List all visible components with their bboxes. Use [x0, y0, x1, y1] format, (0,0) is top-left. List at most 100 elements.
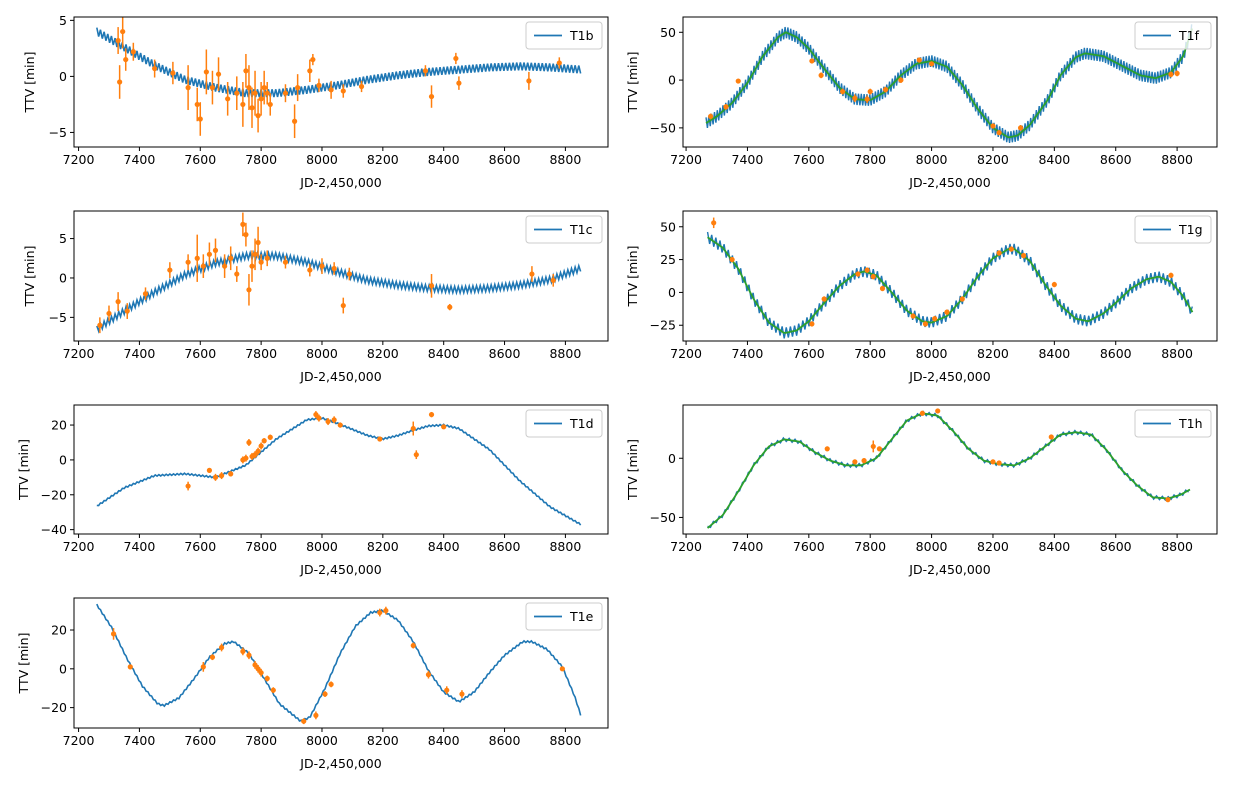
data-point — [855, 271, 861, 277]
data-point — [959, 296, 965, 302]
data-point — [383, 608, 389, 614]
data-point — [876, 446, 883, 452]
legend-box — [1134, 215, 1212, 244]
data-point — [228, 255, 234, 261]
x-tick-label: 7400 — [124, 346, 156, 361]
data-point — [301, 718, 307, 724]
legend: T1e — [525, 602, 603, 631]
data-point — [261, 438, 267, 444]
y-tick-label: −20 — [41, 700, 67, 715]
data-point — [377, 609, 383, 616]
data-point — [313, 411, 319, 418]
data-point — [255, 113, 261, 119]
data-point — [328, 87, 334, 93]
data-point — [456, 80, 462, 86]
x-axis-label: JD-2,450,000 — [299, 562, 381, 577]
data-point — [864, 267, 870, 273]
data-point — [282, 90, 289, 96]
data-point — [809, 58, 815, 64]
data-point — [307, 267, 313, 273]
legend: T1b — [525, 21, 603, 50]
panel-t1h: 7200 7400 7600 7800 8000 8200 8400 8600 8800 −50 0… — [625, 404, 1218, 577]
data-point — [319, 263, 325, 269]
x-axis-label: JD-2,450,000 — [299, 756, 381, 771]
data-point — [1165, 497, 1171, 503]
y-tick-label: −5 — [49, 310, 67, 325]
data-point — [879, 285, 886, 292]
y-tick-label: −40 — [41, 522, 67, 537]
legend-box — [1134, 21, 1212, 50]
y-tick-label: 25 — [660, 252, 676, 267]
x-tick-label: 8000 — [306, 152, 338, 167]
x-tick-label: 8000 — [306, 539, 338, 554]
panel-t1e: 7200 7400 7600 7800 8000 8200 8400 8600 8800 −20 0… — [16, 597, 609, 771]
y-axis-label: TTV [min] — [625, 52, 640, 114]
data-point — [428, 93, 435, 100]
data-point — [120, 28, 126, 35]
data-point — [735, 78, 741, 84]
data-point — [124, 308, 130, 314]
data-point — [413, 452, 419, 458]
data-point — [422, 68, 429, 74]
data-point — [252, 662, 258, 668]
x-tick-label: 8800 — [549, 152, 581, 167]
data-point — [258, 259, 264, 265]
data-point — [215, 71, 222, 77]
y-tick-label: 5 — [59, 13, 67, 28]
data-point — [212, 247, 219, 253]
data-point — [258, 670, 264, 676]
data-point — [291, 118, 298, 124]
panel-t1b: 7200 7400 7600 7800 8000 8200 8400 8600 8800 −5 0 5… — [22, 13, 609, 190]
data-point — [123, 56, 129, 63]
data-point — [258, 96, 264, 102]
y-axis-label: TTV [min] — [625, 439, 640, 501]
data-point — [990, 459, 996, 465]
x-tick-label: 8000 — [916, 152, 948, 167]
x-tick-label: 8800 — [1161, 346, 1193, 361]
data-point — [447, 304, 453, 310]
data-point — [110, 631, 117, 637]
data-point — [206, 467, 213, 473]
y-tick-label: 5 — [59, 231, 67, 246]
data-point — [809, 321, 815, 327]
data-point — [325, 418, 331, 425]
data-point — [944, 309, 950, 315]
data-point — [115, 37, 121, 44]
y-tick-label: 0 — [59, 661, 67, 676]
data-point — [117, 79, 123, 85]
data-point — [240, 101, 246, 108]
data-point — [852, 459, 858, 465]
x-tick-label: 8400 — [428, 152, 460, 167]
x-tick-label: 7600 — [184, 152, 216, 167]
x-tick-label: 8600 — [1100, 346, 1132, 361]
x-tick-label: 8200 — [977, 152, 1009, 167]
y-tick-label: 0 — [668, 73, 676, 88]
data-point — [170, 70, 176, 76]
x-tick-label: 7400 — [124, 733, 156, 748]
x-tick-label: 8600 — [489, 539, 521, 554]
data-point — [264, 255, 270, 261]
x-tick-label: 7200 — [670, 346, 702, 361]
y-axis-label: TTV [min] — [22, 52, 37, 114]
y-tick-label: −25 — [650, 318, 676, 333]
data-point — [996, 130, 1002, 136]
data-point — [331, 265, 337, 272]
y-tick-label: 0 — [59, 452, 67, 467]
axes-frame — [73, 210, 609, 342]
data-point — [839, 88, 846, 95]
data-point — [240, 648, 246, 654]
data-point — [255, 448, 261, 454]
data-point — [425, 672, 432, 678]
x-tick-label: 7800 — [854, 152, 886, 167]
x-tick-label: 7800 — [854, 346, 886, 361]
x-tick-label: 8800 — [1161, 152, 1193, 167]
y-tick-label: −20 — [41, 487, 67, 502]
data-point — [252, 251, 258, 257]
data-point — [410, 425, 416, 432]
data-point — [559, 666, 565, 672]
data-point — [200, 664, 206, 670]
data-point — [246, 85, 252, 91]
data-point — [310, 56, 316, 63]
plot-area — [96, 212, 582, 334]
y-axis-label: TTV [min] — [16, 633, 31, 695]
